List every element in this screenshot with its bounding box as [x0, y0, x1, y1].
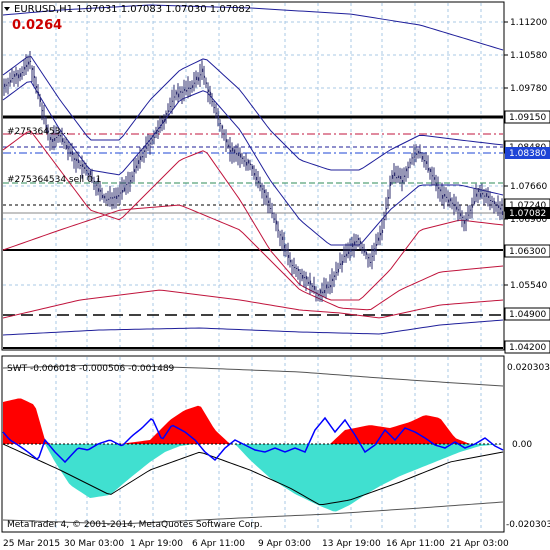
level-tag: 1.04900: [509, 310, 546, 320]
svg-text:6 Apr 11:00: 6 Apr 11:00: [192, 539, 245, 549]
level-tags: 1.09150 1.08480 1.08380 1.07240 1.07082 …: [504, 110, 550, 354]
svg-text:9 Apr 03:00: 9 Apr 03:00: [258, 539, 311, 549]
svg-text:30 Mar 03:00: 30 Mar 03:00: [64, 539, 124, 549]
price-label: 1.09780: [510, 84, 547, 94]
collapse-triangle-icon[interactable]: [4, 7, 10, 11]
svg-text:21 Apr 03:00: 21 Apr 03:00: [450, 539, 509, 549]
svg-text:-0.020303: -0.020303: [506, 520, 550, 530]
svg-text:0.020303: 0.020303: [507, 363, 550, 373]
level-tag: 1.06300: [509, 247, 546, 257]
svg-text:0.00: 0.00: [512, 440, 532, 450]
level-tag: 1.07240: [509, 201, 546, 211]
indicator-axis: 0.020303 0.00 -0.020303: [506, 363, 550, 530]
time-axis: 25 Mar 2015 30 Mar 03:00 1 Apr 19:00 6 A…: [3, 539, 509, 549]
price-label: 1.07660: [510, 182, 547, 192]
indicator-title: SWT -0.006018 -0.000506 -0.001489: [7, 364, 175, 374]
price-label: 1.05540: [510, 281, 547, 291]
svg-text:16 Apr 11:00: 16 Apr 11:00: [386, 539, 445, 549]
copyright-text: MetaTrader 4, © 2001-2014, MetaQuotes So…: [7, 520, 263, 530]
candle-series: [3, 51, 504, 302]
price-label: 1.11200: [510, 18, 547, 28]
svg-text:1 Apr 19:00: 1 Apr 19:00: [130, 539, 183, 549]
level-tag: 1.09150: [509, 113, 546, 123]
main-chart-frame: [1, 1, 505, 351]
level-tag: 1.04200: [509, 343, 546, 353]
level-tag: 1.07082: [509, 209, 546, 219]
spread-value: 0.0264: [12, 18, 62, 33]
price-label: 1.06960: [510, 215, 547, 225]
symbol-info: EURUSD,H1 1.07031 1.07083 1.07030 1.0708…: [14, 4, 251, 15]
order-label-1[interactable]: #27536453...: [7, 127, 69, 137]
level-tag: 1.08380: [509, 149, 546, 159]
svg-text:13 Apr 19:00: 13 Apr 19:00: [322, 539, 381, 549]
price-label: 1.10580: [510, 51, 547, 61]
indicator-frame: [1, 355, 505, 533]
order-label-2[interactable]: #275364534 sell 0.1: [7, 175, 101, 185]
indicator-histogram: [3, 398, 503, 512]
svg-text:25 Mar 2015: 25 Mar 2015: [3, 539, 60, 549]
indicator-lines: [2, 364, 504, 525]
